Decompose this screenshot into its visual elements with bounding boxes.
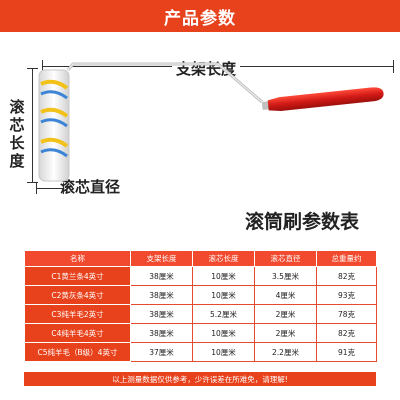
table-cell: 2厘米: [254, 323, 317, 343]
table-cell: 82克: [316, 266, 377, 286]
table-footer-note: 以上测量数据仅供参考，少许误差在所难免，请理解!: [24, 372, 376, 386]
dimension-tick: [27, 182, 38, 183]
table-cell: 2厘米: [254, 304, 317, 324]
frame-length-label: 支架长度: [172, 58, 241, 79]
table-cell: C2黄灰条4英寸: [24, 285, 131, 305]
roller-length-label: 滚芯长度: [9, 98, 25, 170]
table-row: C5纯羊毛（B级）4英寸 37厘米 10厘米 2.2厘米 91克: [24, 342, 377, 362]
table-row: C1黄兰条4英寸 38厘米 10厘米 3.5厘米 82克: [24, 266, 377, 286]
table-cell: 82克: [316, 323, 377, 343]
table-cell: 37厘米: [130, 342, 193, 362]
table-cell: 10厘米: [192, 323, 255, 343]
table-cell: 38厘米: [130, 304, 193, 324]
roller-diameter-dimension-line: [36, 188, 64, 189]
table-row: C2黄灰条4英寸 38厘米 10厘米 4厘米 93克: [24, 285, 377, 305]
table-cell: 3.5厘米: [254, 266, 317, 286]
table-cell: 5.2厘米: [192, 304, 255, 324]
column-header: 滚芯长度: [192, 250, 255, 267]
column-header: 滚芯直径: [254, 250, 317, 267]
table-header-row: 名称 支架长度 滚芯长度 滚芯直径 总重量约: [24, 250, 377, 267]
table-cell: 38厘米: [130, 266, 193, 286]
dimension-tick: [42, 60, 43, 73]
table-cell: 91克: [316, 342, 377, 362]
table-cell: 78克: [316, 304, 377, 324]
column-header: 总重量约: [316, 250, 377, 267]
table-cell: 10厘米: [192, 266, 255, 286]
dimension-tick: [36, 183, 37, 194]
table-cell: 10厘米: [192, 342, 255, 362]
roller-length-dimension-line: [32, 68, 33, 183]
table-row: C4纯羊毛4英寸 38厘米 10厘米 2厘米 82克: [24, 323, 377, 343]
table-cell: C4纯羊毛4英寸: [24, 323, 131, 343]
column-header: 支架长度: [130, 250, 193, 267]
table-cell: 4厘米: [254, 285, 317, 305]
table-cell: 38厘米: [130, 323, 193, 343]
table-row: C3纯羊毛2英寸 38厘米 5.2厘米 2厘米 78克: [24, 304, 377, 324]
table-cell: 93克: [316, 285, 377, 305]
page-title: 产品参数: [164, 8, 236, 29]
page-header: 产品参数: [0, 0, 400, 32]
column-header: 名称: [24, 250, 131, 267]
table-cell: 2.2厘米: [254, 342, 317, 362]
table-cell: C5纯羊毛（B级）4英寸: [24, 342, 131, 362]
dimension-tick: [63, 183, 64, 194]
parameter-table-title: 滚筒刷参数表: [245, 211, 360, 233]
roller-diameter-label: 滚芯直径: [60, 178, 121, 196]
table-cell: C3纯羊毛2英寸: [24, 304, 131, 324]
table-cell: 38厘米: [130, 285, 193, 305]
dimension-tick: [27, 68, 38, 69]
parameter-table: 名称 支架长度 滚芯长度 滚芯直径 总重量约 C1黄兰条4英寸 38厘米 10厘…: [24, 250, 377, 362]
footer-text: 以上测量数据仅供参考，少许误差在所难免，请理解!: [112, 374, 288, 384]
table-cell: C1黄兰条4英寸: [24, 266, 131, 286]
table-cell: 10厘米: [192, 285, 255, 305]
dimension-tick: [393, 60, 394, 73]
